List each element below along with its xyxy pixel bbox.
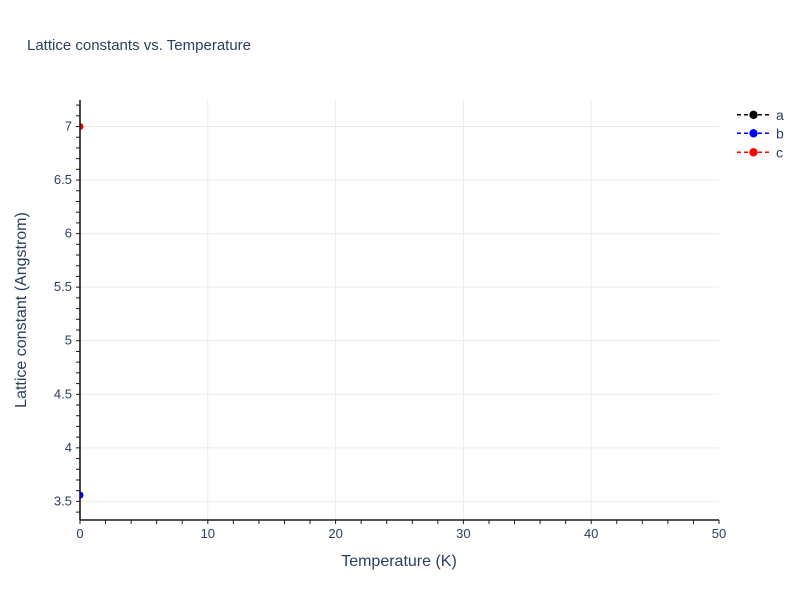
svg-text:3.5: 3.5 bbox=[54, 493, 72, 508]
svg-text:7: 7 bbox=[65, 119, 72, 134]
svg-text:6: 6 bbox=[65, 226, 72, 241]
svg-text:b: b bbox=[776, 125, 784, 141]
svg-text:Lattice constant (Angstrom): Lattice constant (Angstrom) bbox=[13, 212, 30, 408]
svg-text:6.5: 6.5 bbox=[54, 172, 72, 187]
svg-text:10: 10 bbox=[201, 526, 215, 541]
svg-text:40: 40 bbox=[584, 526, 598, 541]
svg-text:30: 30 bbox=[456, 526, 470, 541]
svg-text:0: 0 bbox=[76, 526, 83, 541]
svg-text:20: 20 bbox=[328, 526, 342, 541]
svg-text:4: 4 bbox=[65, 440, 72, 455]
svg-text:c: c bbox=[776, 144, 783, 160]
svg-text:5: 5 bbox=[65, 333, 72, 348]
svg-text:5.5: 5.5 bbox=[54, 279, 72, 294]
svg-text:50: 50 bbox=[712, 526, 726, 541]
svg-text:4.5: 4.5 bbox=[54, 386, 72, 401]
svg-text:a: a bbox=[776, 107, 784, 123]
